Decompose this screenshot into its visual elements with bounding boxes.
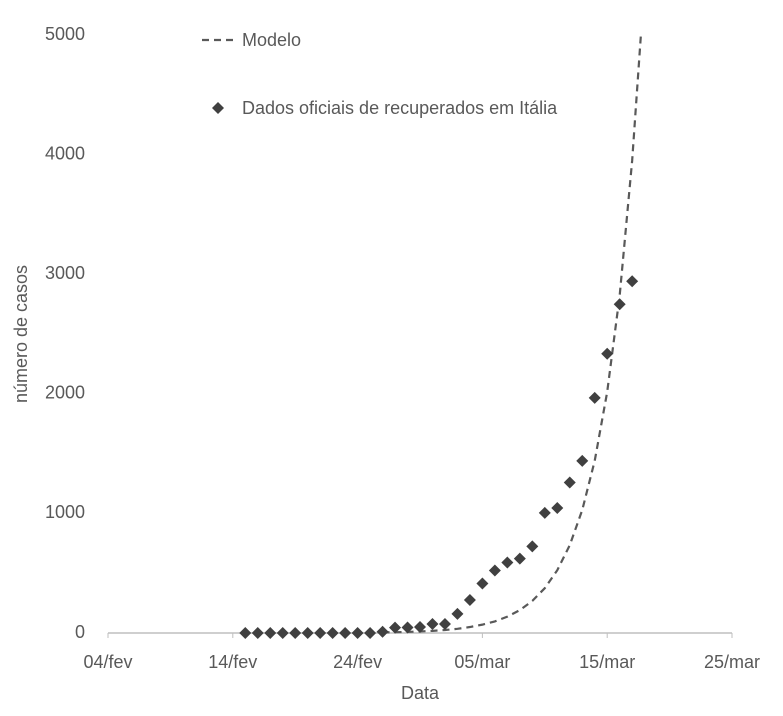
data-point (364, 627, 377, 639)
data-point (563, 476, 576, 489)
legend-label: Dados oficiais de recuperados em Itália (242, 98, 558, 118)
data-point (576, 454, 589, 467)
data-point (463, 593, 476, 606)
legend-label: Modelo (242, 30, 302, 50)
data-point (251, 627, 264, 639)
data-point (301, 627, 314, 639)
data-point (551, 502, 564, 515)
data-point (601, 347, 614, 360)
data-point (351, 627, 364, 639)
legend-swatch (212, 102, 224, 114)
data-point (276, 627, 289, 639)
y-tick-label: 0 (75, 622, 85, 642)
data-point (314, 627, 327, 639)
data-point (339, 627, 352, 639)
data-point (438, 618, 451, 631)
data-point (414, 621, 426, 634)
x-tick-label: 14/fev (208, 652, 257, 672)
x-tick-label: 24/fev (333, 652, 382, 672)
data-point (626, 275, 639, 288)
x-tick-label: 05/mar (454, 652, 510, 672)
data-point (526, 540, 539, 553)
data-point (451, 607, 464, 620)
data-point (289, 627, 302, 639)
data-point (476, 577, 489, 590)
x-axis-label: Data (401, 683, 440, 703)
y-tick-label: 1000 (45, 502, 85, 522)
data-point (613, 298, 626, 311)
y-tick-label: 2000 (45, 383, 85, 403)
data-point (513, 552, 526, 565)
x-tick-label: 15/mar (579, 652, 635, 672)
y-tick-label: 5000 (45, 24, 85, 44)
data-point (426, 618, 439, 631)
data-point (326, 627, 339, 639)
data-point (538, 506, 551, 519)
data-point (264, 627, 277, 639)
data-point (588, 391, 601, 404)
data-point (376, 625, 389, 638)
data-point (401, 621, 414, 634)
x-tick-label: 25/mar (704, 652, 760, 672)
y-tick-label: 3000 (45, 263, 85, 283)
data-point (389, 621, 402, 634)
data-point (239, 627, 252, 639)
x-tick-label: 04/fev (83, 652, 132, 672)
y-axis-label: número de casos (11, 265, 31, 403)
y-tick-label: 4000 (45, 143, 85, 163)
data-point (501, 556, 514, 569)
data-point (488, 564, 501, 577)
model-line (382, 34, 642, 634)
